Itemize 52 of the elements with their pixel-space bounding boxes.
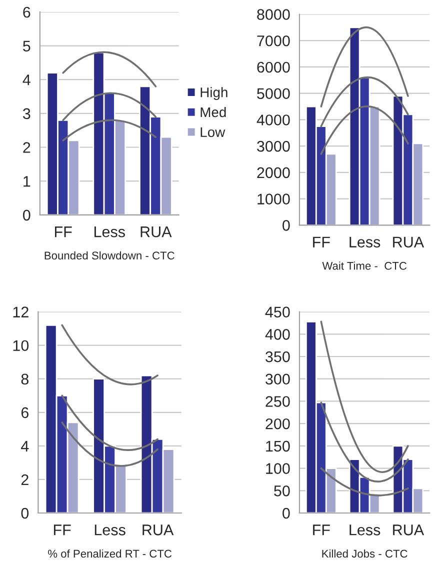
y-tick-label: 450 [265,306,290,318]
y-tick-label: 100 [266,463,290,474]
y-tick-label: 4 [21,440,29,452]
x-tick-label: FF [313,524,330,536]
y-tick-label: 6 [21,407,28,418]
y-tick-label: 250 [266,396,290,407]
y-tick-label: 8000 [257,9,290,20]
y-tick-label: 3000 [257,140,290,152]
y-tick-label: 5 [23,40,30,52]
y-tick-label: 200 [266,418,290,430]
x-axis-title: Killed Jobs - CTC [322,549,408,558]
x-tick-label: Less [94,226,125,238]
x-tick-label: Less [94,524,126,536]
legend-label: Low [200,127,226,138]
y-tick-label: 350 [266,351,290,362]
y-tick-label: 0 [282,508,290,519]
y-tick-label: 6 [23,6,30,18]
x-axis-title: Wait Time - CTC [322,262,407,270]
y-tick-label: 12 [13,306,28,318]
y-tick-label: 2000 [257,167,290,178]
y-tick-label: 400 [265,329,290,340]
y-tick-label: 6000 [257,62,290,73]
y-tick-label: 0 [23,210,30,221]
y-tick-label: 0 [282,220,290,231]
y-tick-label: 1 [24,176,30,187]
y-tick-label: 1000 [258,194,290,204]
y-tick-label: 150 [266,440,290,452]
y-tick-label: 5000 [257,88,290,100]
y-tick-label: 2 [23,142,30,153]
y-tick-label: 7000 [257,35,290,46]
y-tick-label: 0 [21,508,29,519]
x-tick-label: Less [350,236,380,248]
x-tick-label: RUA [140,226,172,238]
y-tick-label: 300 [266,374,290,385]
x-tick-label: FF [54,226,72,238]
y-tick-label: 8 [21,374,28,385]
x-axis-title: % of Penalized RT - CTC [48,549,172,558]
y-tick-label: 4000 [256,114,290,126]
x-tick-label: Less [350,524,380,536]
legend-label: High [200,87,228,100]
x-tick-label: RUA [142,524,174,536]
x-tick-label: RUA [393,236,424,248]
x-axis-title: Bounded Slowdown - CTC [44,251,174,260]
x-tick-label: RUA [393,524,424,536]
x-tick-label: FF [313,236,330,248]
legend-label: Med [200,106,226,118]
x-tick-label: FF [54,524,71,536]
y-tick-label: 2 [21,474,28,485]
y-tick-label: 50 [274,486,290,496]
y-tick-label: 4 [22,74,30,86]
y-tick-label: 10 [13,340,29,352]
y-tick-label: 3 [22,108,30,120]
